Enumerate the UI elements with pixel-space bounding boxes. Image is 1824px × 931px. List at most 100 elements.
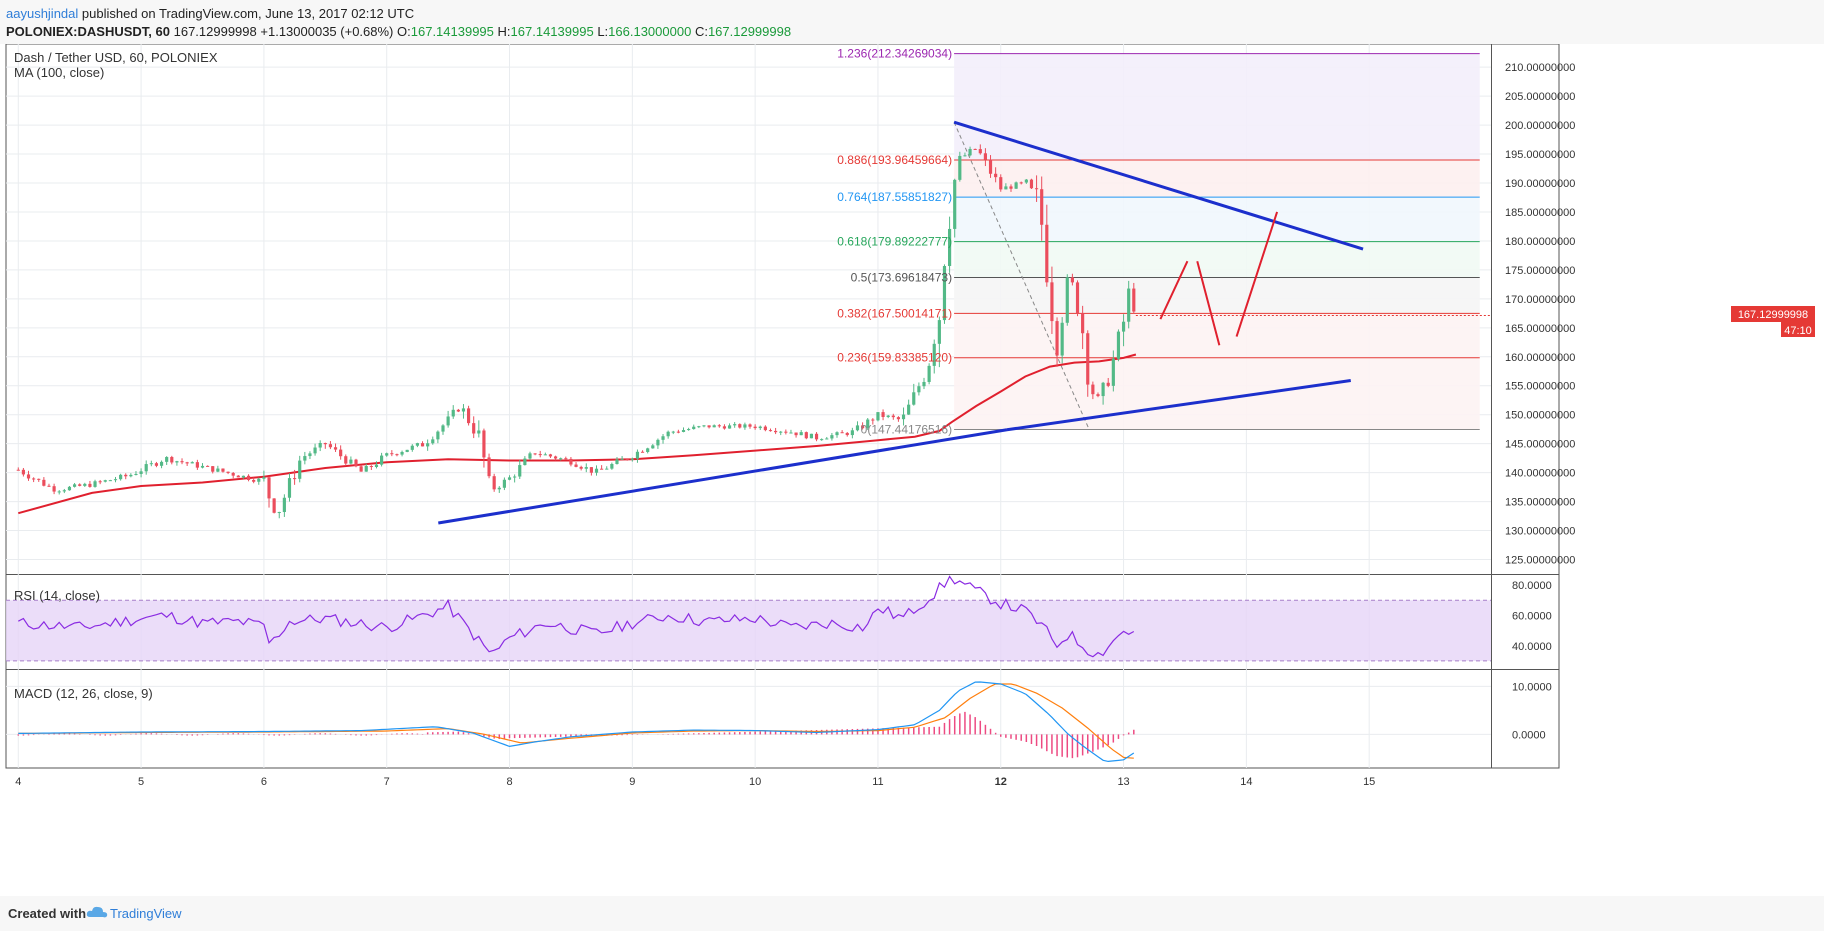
price-tick-label: 195.00000000 [1505, 149, 1575, 161]
candle-down [185, 462, 189, 464]
high-value: 167.14139995 [510, 24, 594, 39]
candle-up [835, 432, 839, 436]
candle-up [584, 467, 588, 469]
chart-area[interactable]: 4 5 6 7 8 9 10 11 12 13 14 15 210.00000000 205.000000… [0, 44, 1824, 896]
candle-down [548, 454, 553, 457]
candle-up [528, 453, 532, 459]
candle-up [200, 465, 205, 468]
candle-up [287, 478, 292, 498]
candle-up [681, 430, 686, 432]
projection-stroke [1196, 260, 1221, 346]
candle-up [1121, 321, 1126, 332]
candle-down [252, 479, 256, 482]
main-pane-title: Dash / Tether USD, 60, POLONIEX [14, 50, 218, 65]
rsi-band [6, 600, 1491, 661]
fib-level-label: 0.236(159.83385120) [837, 351, 952, 365]
trendline [1006, 379, 1351, 432]
candle-up [1024, 179, 1028, 183]
candle-up [103, 480, 107, 482]
price-tag: 167.12999998 [1738, 309, 1808, 321]
candle-down [994, 173, 998, 178]
candle-down [1009, 186, 1013, 189]
low-value: 166.13000000 [608, 24, 692, 39]
candle-down [533, 453, 537, 455]
candle-up [671, 431, 675, 433]
candle-up [855, 425, 860, 431]
candle-up [917, 386, 921, 393]
fib-level-label: 0.886(193.96459664) [837, 153, 952, 167]
tradingview-link[interactable]: TradingView [110, 906, 182, 921]
price-tick-label: 160.00000000 [1505, 352, 1575, 364]
candle-up [820, 439, 824, 441]
candle-up [62, 490, 66, 492]
candle-up [697, 426, 701, 428]
rsi-tick-label: 80.0000 [1512, 580, 1552, 592]
macd-tick-label: 10.0000 [1512, 681, 1552, 693]
candle-down [1045, 224, 1049, 283]
candle-up [876, 412, 880, 421]
chart-header: aayushjindal published on TradingView.co… [0, 0, 1824, 44]
x-tick-label: 8 [506, 776, 512, 788]
price-tick-label: 210.00000000 [1505, 62, 1575, 74]
candle-down [738, 424, 742, 428]
candle-up [441, 425, 445, 432]
x-tick-label: 11 [872, 776, 883, 788]
candle-down [272, 498, 276, 513]
low-label: L: [597, 24, 609, 39]
x-tick-label: 4 [15, 776, 21, 788]
candle-down [1019, 182, 1023, 184]
candle-down [707, 425, 711, 428]
candle-up [241, 475, 246, 478]
price-tick-label: 140.00000000 [1505, 468, 1575, 480]
candle-up [410, 445, 414, 450]
last-price: 167.12999998 [173, 24, 257, 39]
candle-up [415, 443, 419, 446]
candle-down [195, 462, 199, 468]
candle-down [1055, 321, 1059, 356]
candle-down [42, 479, 46, 486]
price-tick-label: 165.00000000 [1505, 323, 1575, 335]
candle-down [466, 408, 471, 424]
candle-up [523, 458, 527, 466]
candle-up [958, 155, 962, 180]
candle-down [1091, 384, 1095, 395]
candle-down [32, 478, 36, 480]
candle-up [922, 381, 926, 387]
candle-down [640, 451, 645, 453]
candle-down [983, 153, 987, 160]
candle-up [108, 480, 112, 482]
price-tick-label: 205.00000000 [1505, 91, 1575, 103]
candle-up [502, 479, 506, 488]
candle-up [1127, 288, 1131, 322]
candle-down [600, 468, 604, 470]
candle-up [733, 424, 737, 426]
candle-down [98, 481, 102, 483]
candle-up [901, 414, 906, 420]
x-tick-label: 14 [1240, 776, 1252, 788]
candle-up [825, 438, 829, 440]
candle-up [712, 425, 716, 428]
candle-up [646, 448, 650, 452]
candle-down [753, 426, 757, 429]
fib-level-label: 0.764(187.55851827) [837, 190, 952, 204]
candle-up [702, 425, 706, 427]
candle-down [564, 458, 568, 460]
candle-down [88, 483, 92, 487]
candle-up [257, 478, 261, 482]
author-link[interactable]: aayushjindal [6, 6, 79, 21]
candle-down [748, 424, 752, 427]
candle-up [477, 430, 481, 434]
candle-down [840, 432, 844, 434]
candle-up [789, 432, 793, 434]
candle-down [333, 447, 338, 450]
candle-up [543, 454, 547, 456]
price-tick-label: 170.00000000 [1505, 294, 1575, 306]
price-tick-label: 190.00000000 [1505, 178, 1575, 190]
time-tag: 47:10 [1784, 325, 1812, 337]
candle-up [912, 392, 916, 405]
candle-up [1014, 182, 1018, 189]
fib-zone [954, 241, 1480, 278]
candle-up [57, 491, 61, 493]
price-tick-label: 180.00000000 [1505, 236, 1575, 248]
candle-down [16, 469, 20, 471]
